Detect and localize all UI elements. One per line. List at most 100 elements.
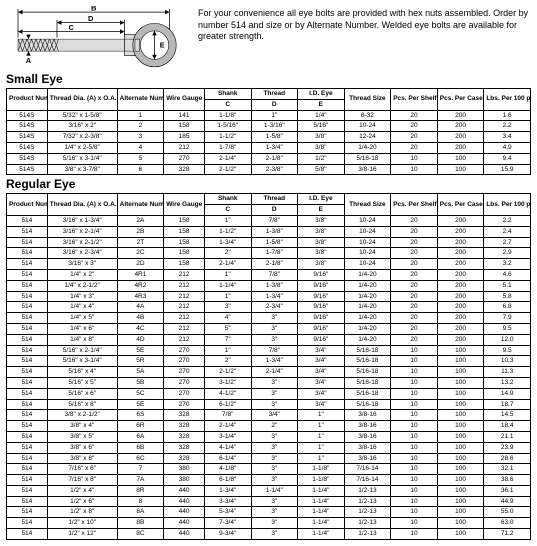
table-cell: 3 — [117, 132, 164, 143]
table-cell: 20 — [391, 121, 438, 132]
table-cell: 3" — [251, 442, 298, 453]
th-thread: Thread — [251, 194, 298, 205]
th-thread: Thread — [251, 89, 298, 100]
table-cell: 1-1/8" — [298, 464, 345, 475]
table-cell: 4R2 — [117, 280, 164, 291]
table-cell: 514 — [7, 388, 48, 399]
th-case: Pcs. Per Case — [437, 89, 484, 111]
table-cell: 9/16" — [298, 313, 345, 324]
table-cell: 158 — [164, 248, 205, 259]
table-cell: 5/16" x 6" — [47, 388, 117, 399]
table-cell: 7/16" x 8" — [47, 475, 117, 486]
table-cell: 2.2 — [484, 215, 531, 226]
table-cell: 514 — [7, 345, 48, 356]
table-cell: 514 — [7, 367, 48, 378]
table-cell: 514 — [7, 269, 48, 280]
table-cell: 5/16-18 — [344, 345, 391, 356]
table-cell: 32.1 — [484, 464, 531, 475]
table-cell: 3" — [251, 475, 298, 486]
table-cell: 1/4-20 — [344, 313, 391, 324]
table-cell: 514 — [7, 475, 48, 486]
table-cell: 2" — [204, 248, 251, 259]
th-product: Product Number — [7, 89, 48, 111]
table-cell: 2.9 — [484, 248, 531, 259]
table-cell: 7/8" — [251, 215, 298, 226]
table-row: 514S3/8" x 3-7/8"63282-1/2"2-3/8"5/8"3/8… — [7, 164, 531, 175]
table-cell: 200 — [437, 248, 484, 259]
table-row: 5143/8" x 4"6R3282-1/4"2"1"3/8-161010018… — [7, 421, 531, 432]
table-cell: 10 — [391, 485, 438, 496]
regular-eye-table: Product Number Thread Dia. (A) x O.A. Le… — [6, 193, 531, 540]
table-row: 5145/16" x 8"5E2706-1/2"3"3/4"5/16-18101… — [7, 399, 531, 410]
th-shank-sub: C — [204, 99, 251, 110]
table-cell: 185 — [164, 132, 205, 143]
table-cell: 8-32 — [344, 110, 391, 121]
table-cell: 328 — [164, 453, 205, 464]
table-cell: 200 — [437, 269, 484, 280]
table-cell: 3/8-16 — [344, 164, 391, 175]
table-cell: 212 — [164, 334, 205, 345]
table-row: 514S1/4" x 2-5/8"42121-7/8"1-3/4"3/8"1/4… — [7, 142, 531, 153]
table-cell: 514 — [7, 442, 48, 453]
table-cell: 4.6 — [484, 269, 531, 280]
th-threaddia: Thread Dia. (A) x O.A. Length (B) — [47, 89, 117, 111]
th-lbs: Lbs. Per 100 pcs. — [484, 194, 531, 216]
table-row: 5145/16" x 3-1/4"5R2702"1-3/4"3/4"5/16-1… — [7, 356, 531, 367]
th-shank-sub: C — [204, 205, 251, 216]
table-cell: 1/4" x 2-1/2" — [47, 280, 117, 291]
table-cell: 1-1/2" — [204, 132, 251, 143]
table-cell: 200 — [437, 291, 484, 302]
table-cell: 3/8" — [298, 142, 345, 153]
table-cell: 212 — [164, 291, 205, 302]
table-cell: 20 — [391, 302, 438, 313]
table-cell: 6A — [117, 431, 164, 442]
intro-text: For your convenience all eye bolts are p… — [198, 6, 531, 43]
table-cell: 1/4-20 — [344, 323, 391, 334]
table-cell: 100 — [437, 388, 484, 399]
table-row: 5143/16" x 2-1/2"2T1581-3/4"1-5/8"3/8"10… — [7, 237, 531, 248]
table-cell: 3" — [251, 334, 298, 345]
table-cell: 2A — [117, 215, 164, 226]
table-cell: 100 — [437, 345, 484, 356]
table-cell: 10 — [391, 453, 438, 464]
table-cell: 5/16" x 3-1/4" — [47, 153, 117, 164]
th-eye-sub: E — [298, 99, 345, 110]
table-cell: 3/8" x 8" — [47, 453, 117, 464]
table-cell: 1/2" x 10" — [47, 518, 117, 529]
table-cell: 1" — [298, 431, 345, 442]
table-cell: 5C — [117, 388, 164, 399]
table-cell: 514S — [7, 132, 48, 143]
table-cell: 8C — [117, 529, 164, 540]
table-cell: 328 — [164, 421, 205, 432]
table-cell: 1/2" x 6" — [47, 496, 117, 507]
table-cell: 2.4 — [484, 226, 531, 237]
table-cell: 5-3/4" — [204, 507, 251, 518]
table-cell: 6S — [117, 410, 164, 421]
table-cell: 55.0 — [484, 507, 531, 518]
table-cell: 9/16" — [298, 291, 345, 302]
table-cell: 3/8-16 — [344, 431, 391, 442]
table-cell: 7-3/4" — [204, 518, 251, 529]
th-eye-sub: E — [298, 205, 345, 216]
table-cell: 514S — [7, 153, 48, 164]
table-cell: 1-3/4" — [204, 485, 251, 496]
table-cell: 158 — [164, 215, 205, 226]
table-cell: 100 — [437, 475, 484, 486]
table-cell: 1/2" x 4" — [47, 485, 117, 496]
table-cell: 20 — [391, 226, 438, 237]
table-cell: 1" — [204, 291, 251, 302]
table-cell: 3/8" x 2-1/2" — [47, 410, 117, 421]
table-cell: 9/16" — [298, 323, 345, 334]
table-cell: 20 — [391, 110, 438, 121]
table-cell: 2.7 — [484, 237, 531, 248]
table-cell: 3/16" x 1-3/4" — [47, 215, 117, 226]
table-cell: 3/4" — [298, 367, 345, 378]
th-shank: Shank — [204, 194, 251, 205]
table-cell: 141 — [164, 110, 205, 121]
table-cell: 1/4" x 2-5/8" — [47, 142, 117, 153]
table-cell: 20 — [391, 280, 438, 291]
table-cell: 9/16" — [298, 280, 345, 291]
th-eye: I.D. Eye — [298, 89, 345, 100]
th-wire: Wire Gauge — [164, 194, 205, 216]
table-cell: 3.4 — [484, 132, 531, 143]
